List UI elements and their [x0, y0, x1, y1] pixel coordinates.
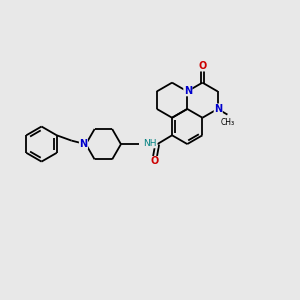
Text: N: N — [214, 104, 222, 114]
Text: N: N — [184, 86, 192, 96]
Text: NH: NH — [143, 139, 157, 148]
Text: O: O — [198, 61, 207, 71]
Text: O: O — [150, 156, 158, 167]
Text: N: N — [80, 139, 88, 149]
Text: CH₃: CH₃ — [221, 118, 235, 127]
